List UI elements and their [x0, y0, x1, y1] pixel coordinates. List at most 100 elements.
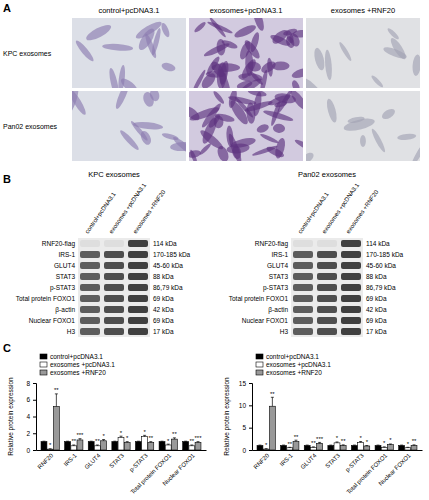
size-label: 170-185 kDa	[153, 251, 191, 258]
cell	[343, 116, 376, 133]
cell	[193, 21, 207, 34]
column-header: exosomes +RNF20	[331, 6, 395, 15]
error-bar	[413, 444, 416, 446]
bar	[53, 406, 59, 450]
error-line	[295, 440, 296, 441]
cell	[149, 91, 161, 102]
tick-mark	[249, 405, 252, 406]
error-line	[343, 444, 344, 446]
tick-mark	[33, 433, 36, 434]
bar	[47, 449, 53, 450]
error-cap	[137, 441, 140, 442]
tick-mark	[249, 428, 252, 429]
protein-label: Nuclear FOXO1	[29, 317, 76, 324]
tick-label: 0	[26, 447, 30, 454]
micrograph	[306, 91, 420, 161]
tick-label: 8	[26, 380, 30, 387]
cell	[238, 76, 264, 88]
error-bar	[265, 448, 268, 449]
axis-line	[253, 450, 423, 451]
bar	[381, 447, 387, 450]
bar	[358, 442, 364, 450]
protein-label: H3	[67, 328, 76, 335]
significance-label: *	[265, 442, 268, 448]
blot-band	[128, 240, 148, 247]
cell	[74, 39, 96, 63]
blot-title: KPC exosomes	[88, 170, 140, 179]
error-bar	[78, 439, 81, 440]
tick: 0	[26, 447, 36, 454]
blot-band	[80, 273, 100, 280]
cell	[114, 91, 132, 110]
blot-band	[128, 328, 148, 335]
error-line	[56, 394, 57, 407]
blot-band	[104, 240, 124, 247]
bar	[94, 446, 100, 450]
error-bar	[342, 444, 345, 446]
error-cap	[113, 441, 116, 442]
blot-band	[293, 295, 313, 302]
blot-band	[341, 295, 361, 302]
axis-title: Relative protein expression	[7, 377, 15, 456]
legend-entry: exosomes +pcDNA3.1	[50, 361, 115, 369]
tick-mark	[249, 450, 252, 451]
error-line	[330, 445, 331, 446]
error-cap	[102, 439, 105, 440]
error-line	[144, 435, 145, 436]
axis-line	[249, 384, 253, 451]
error-line	[191, 444, 192, 446]
axis-title: Relative protein expression	[223, 377, 231, 456]
legend-swatch	[40, 354, 47, 359]
cell	[380, 107, 396, 121]
error-cap	[342, 444, 345, 445]
blot-band	[317, 273, 337, 280]
micrograph	[72, 91, 186, 161]
legend-swatch	[40, 362, 47, 367]
error-line	[313, 446, 314, 447]
error-line	[162, 441, 163, 442]
error-bar	[377, 445, 380, 446]
row-label: Pan02 exosomes	[3, 123, 58, 130]
tick-label: 10	[239, 402, 247, 409]
significance-label: **	[148, 435, 153, 441]
significance-label: **	[412, 438, 417, 444]
cell	[72, 91, 81, 115]
tick: Nuclear FOXO1	[378, 450, 413, 487]
tick-label: p-STAT3	[344, 452, 365, 473]
error-cap	[294, 440, 297, 441]
protein-label: RNF20-flag	[42, 240, 76, 248]
bar	[405, 448, 411, 450]
error-cap	[197, 441, 200, 442]
error-cap	[365, 445, 368, 446]
significance-label: **	[294, 434, 299, 440]
error-cap	[126, 441, 129, 442]
cell	[244, 99, 274, 113]
cell	[161, 132, 179, 141]
protein-label: IRS-1	[271, 251, 288, 258]
tick-label: 2	[26, 430, 30, 437]
size-label: 69 kDa	[366, 317, 387, 324]
blot-band	[104, 251, 124, 258]
error-line	[198, 441, 199, 443]
error-line	[91, 441, 92, 442]
tick: Total protein FOXO1	[345, 450, 388, 495]
micrograph-background	[72, 91, 186, 161]
error-bar	[294, 440, 297, 441]
micrograph	[189, 18, 303, 88]
micrograph	[306, 18, 420, 88]
error-bar	[167, 444, 170, 446]
tick-label: p-STAT3	[128, 452, 149, 473]
error-cap	[359, 441, 362, 442]
error-bar	[359, 441, 362, 443]
blot-band	[128, 295, 148, 302]
error-bar	[126, 441, 129, 443]
cell	[312, 47, 326, 71]
error-bar	[271, 397, 274, 406]
tick-label: Total protein FOXO1	[345, 452, 388, 495]
error-cap	[66, 441, 69, 442]
error-bar	[329, 445, 332, 446]
error-line	[103, 440, 104, 441]
legend-swatch	[256, 354, 263, 359]
error-bar	[42, 441, 45, 442]
protein-label: GLUT4	[54, 262, 75, 269]
